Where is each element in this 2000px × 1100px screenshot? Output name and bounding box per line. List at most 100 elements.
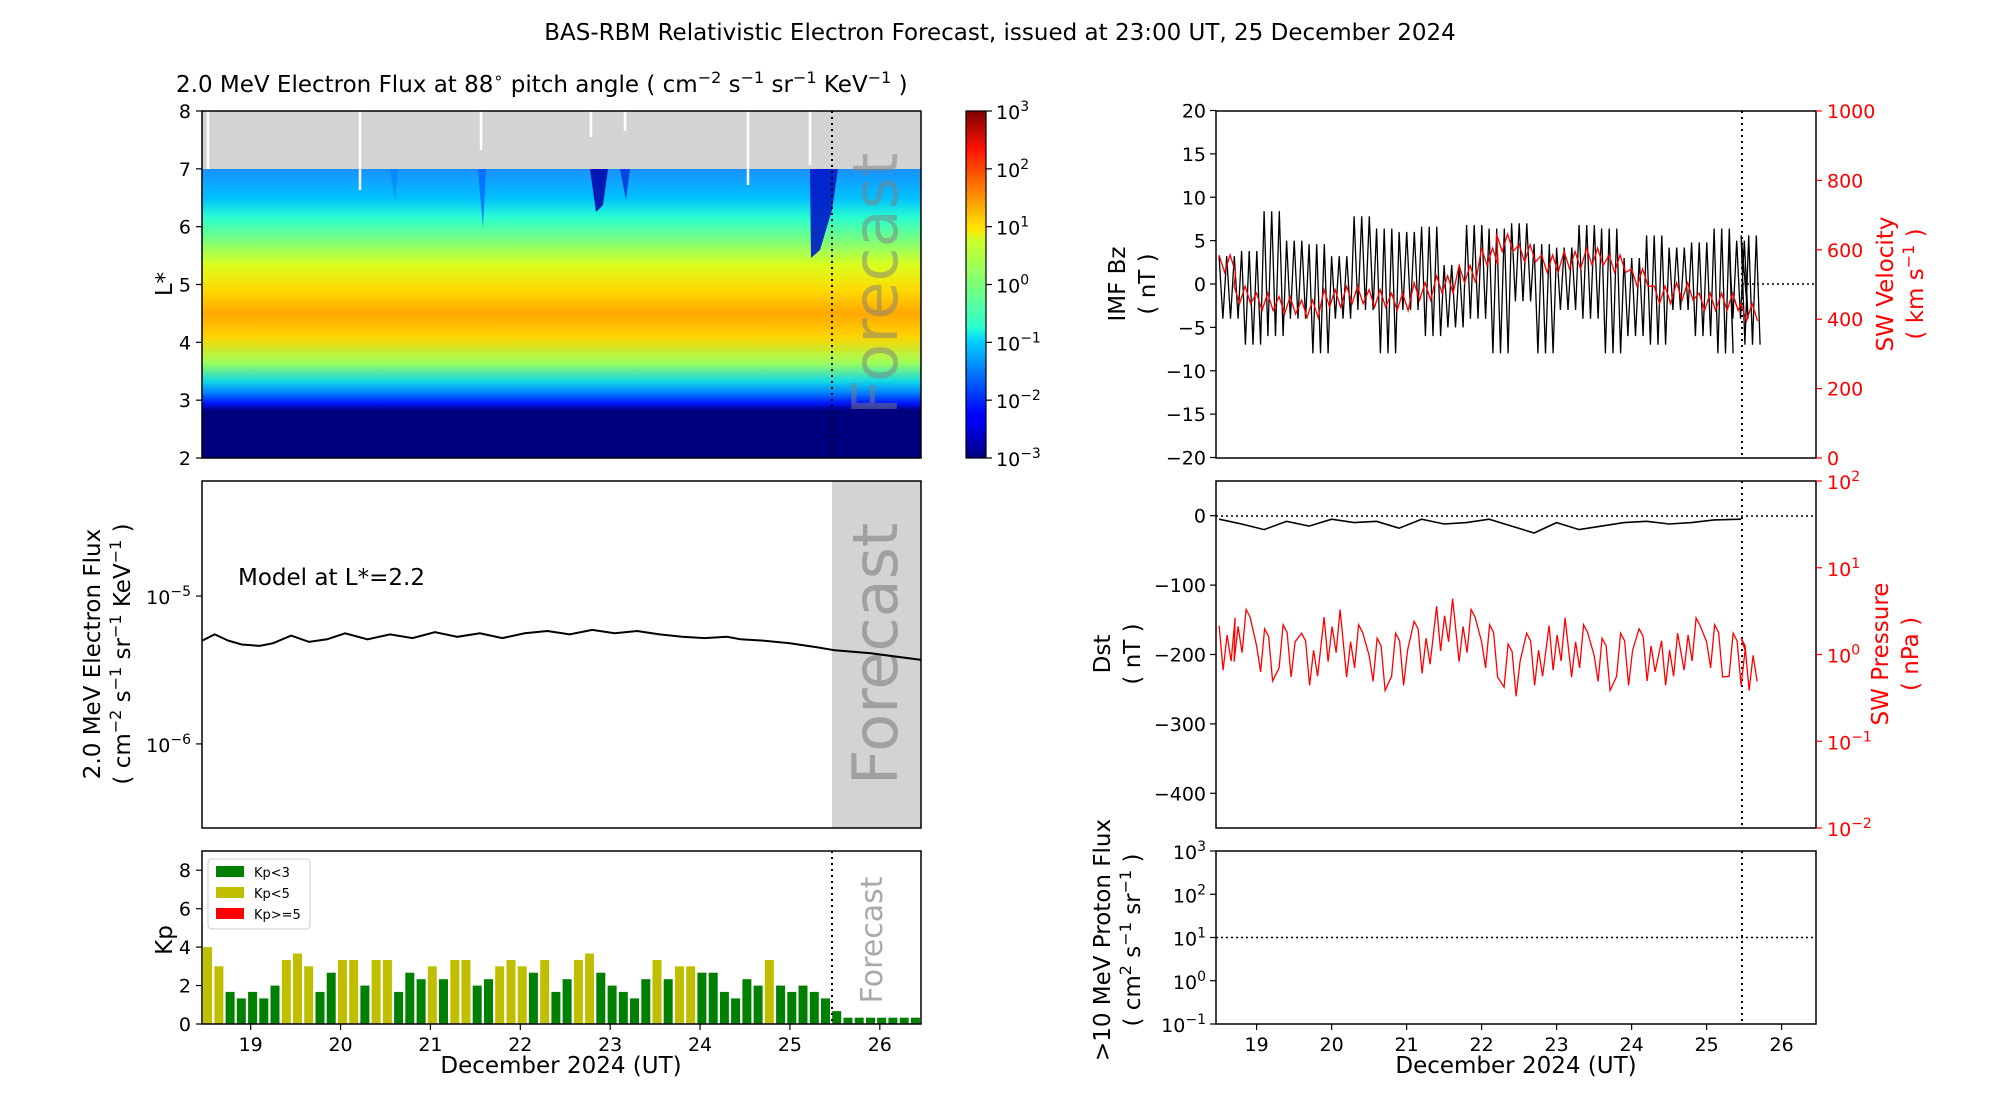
imf-ytick-left-label: 5: [1194, 231, 1206, 253]
kp-xtick-label: 19: [239, 1034, 263, 1056]
flux-map-ytick-label: 7: [179, 159, 191, 181]
dst-ytick-left-label: −100: [1154, 575, 1206, 597]
flux-colorbar: 103 102 101 100 10−1 10−2 10−3: [965, 99, 1041, 471]
dst-ytick-right-label: 10−1: [1827, 729, 1872, 754]
dst-ylabel-left: Dst ( nT ): [1090, 623, 1146, 684]
imf-ytick-right-label: 400: [1827, 309, 1863, 331]
kp-xtick-label: 20: [328, 1034, 352, 1056]
kp-bar: [371, 960, 381, 1024]
proton-xtick-label: 24: [1620, 1034, 1644, 1056]
kp-bar: [394, 991, 404, 1024]
kp-bar: [607, 985, 617, 1024]
imf-ytick-left-label: 0: [1194, 274, 1206, 296]
kp-bar: [675, 966, 684, 1024]
proton-ytick-label: 100: [1173, 969, 1206, 994]
kp-bar: [742, 979, 752, 1024]
dst-ytick-left-label: −400: [1154, 783, 1206, 805]
kp-xtick-label: 21: [418, 1034, 442, 1056]
flux-map-gaps: [206, 111, 812, 190]
proton-panel: 103 102 101 100 10−1 19 20 21 22 23 24 25 26 >10 Me…: [1090, 819, 1817, 1079]
imf-panel: 20 15 10 5 0 −5 −10 −15 −20 1000 800 600 400 200 0 IM…: [1105, 101, 1929, 471]
colorbar-tick-label: 10−2: [996, 388, 1041, 413]
kp-forecast-label: Forecast: [855, 876, 890, 1003]
kp-ytick-label: 4: [179, 937, 191, 959]
dst-ytick-right-label: 10−2: [1827, 816, 1872, 841]
kp-bar: [551, 991, 561, 1024]
flux-map-panel: 2.0 MeV Electron Flux at 88∘ pitch angle…: [152, 68, 1041, 471]
proton-xtick-label: 26: [1770, 1034, 1794, 1056]
kp-bar: [877, 1017, 887, 1024]
kp-legend-swatch: [216, 866, 244, 877]
kp-yticks: 0 2 4 6 8: [179, 860, 202, 1036]
imf-ytick-left-label: −15: [1166, 404, 1206, 426]
kp-bar: [843, 1017, 853, 1024]
kp-bar: [382, 960, 392, 1024]
imf-ytick-left-label: 15: [1182, 144, 1206, 166]
dst-ylabel-right-line1: SW Pressure: [1868, 583, 1894, 726]
proton-ylabel: >10 MeV Proton Flux ( cm2 s−1 sr−1 ): [1090, 819, 1146, 1061]
colorbar-tick-label: 101: [996, 215, 1029, 240]
flux-l22-ylabel: 2.0 MeV Electron Flux ( cm−2 s−1 sr−1 Ke…: [80, 523, 136, 784]
kp-bar: [832, 1011, 842, 1024]
flux-map-nodata: [202, 111, 921, 169]
kp-bar: [270, 985, 280, 1024]
kp-bar: [506, 960, 516, 1024]
flux-l22-ylabel-line2: ( cm−2 s−1 sr−1 KeV−1 ): [106, 523, 136, 784]
kp-bar: [731, 998, 741, 1024]
imf-ylabel-left-line2: ( nT ): [1135, 253, 1161, 314]
kp-bar: [439, 979, 448, 1024]
kp-xtick-label: 25: [778, 1034, 802, 1056]
sw-velocity-series-line: [1218, 232, 1759, 324]
kp-bar: [641, 979, 651, 1024]
kp-ytick-label: 6: [179, 899, 191, 921]
flux-map-ytick-label: 4: [179, 332, 191, 354]
colorbar-ticks: 103 102 101 100 10−1 10−2 10−3: [986, 99, 1041, 471]
kp-bar: [360, 985, 370, 1024]
proton-ytick-label: 103: [1173, 839, 1206, 864]
proton-xtick-label: 22: [1470, 1034, 1494, 1056]
proton-xtick-label: 20: [1320, 1034, 1344, 1056]
dst-frame: [1215, 480, 1817, 829]
dst-ylabel-right: SW Pressure ( nPa ): [1868, 583, 1924, 726]
colorbar-tick-label: 102: [996, 157, 1029, 182]
imf-ylabel-left-line1: IMF Bz: [1105, 246, 1131, 321]
kp-bar: [618, 991, 628, 1024]
imf-yticks-right: 1000 800 600 400 200 0: [1816, 101, 1875, 470]
flux-map-forecast-label: Forecast: [839, 153, 912, 415]
kp-frame: [201, 850, 922, 1025]
proton-ytick-label: 10−1: [1161, 1012, 1206, 1037]
kp-bar: [293, 953, 302, 1024]
dst-ylabel-right-line2: ( nPa ): [1898, 617, 1924, 691]
imf-ylabel-left: IMF Bz ( nT ): [1105, 246, 1161, 321]
kp-bar: [596, 972, 606, 1024]
kp-bar: [528, 972, 538, 1024]
flux-map-ytick-label: 5: [179, 275, 191, 297]
kp-bar: [798, 985, 808, 1024]
kp-bar: [416, 979, 426, 1024]
colorbar-tick-label: 10−3: [996, 446, 1041, 471]
proton-xtick-label: 25: [1695, 1034, 1719, 1056]
imf-ytick-right-label: 800: [1827, 170, 1863, 192]
kp-bar: [686, 966, 696, 1024]
kp-bar: [573, 960, 583, 1024]
dst-yticks-left: 0 −100 −200 −300 −400: [1154, 506, 1216, 805]
kp-bar: [630, 998, 639, 1024]
kp-bar: [585, 953, 595, 1024]
kp-bar: [236, 998, 246, 1024]
kp-bar: [450, 960, 460, 1024]
kp-bar: [337, 960, 347, 1024]
dst-panel: 0 −100 −200 −300 −400 102 101 100 10−1 10−2 Dst …: [1090, 469, 1924, 841]
kp-bar: [719, 991, 729, 1024]
kp-legend-swatch: [216, 887, 244, 898]
proton-xtick-label: 23: [1545, 1034, 1569, 1056]
colorbar-tick-label: 100: [996, 273, 1029, 298]
flux-l22-ytick-label: 10−6: [146, 732, 191, 757]
flux-l22-ytick-label: 10−5: [146, 584, 191, 609]
flux-map-yticks: 2 3 4 5 6 7 8: [179, 101, 202, 470]
imf-ytick-left-label: 10: [1182, 187, 1206, 209]
kp-bar: [461, 960, 471, 1024]
kp-xtick-label: 22: [508, 1034, 532, 1056]
kp-bar: [203, 947, 213, 1024]
proton-ytick-label: 101: [1173, 926, 1206, 951]
